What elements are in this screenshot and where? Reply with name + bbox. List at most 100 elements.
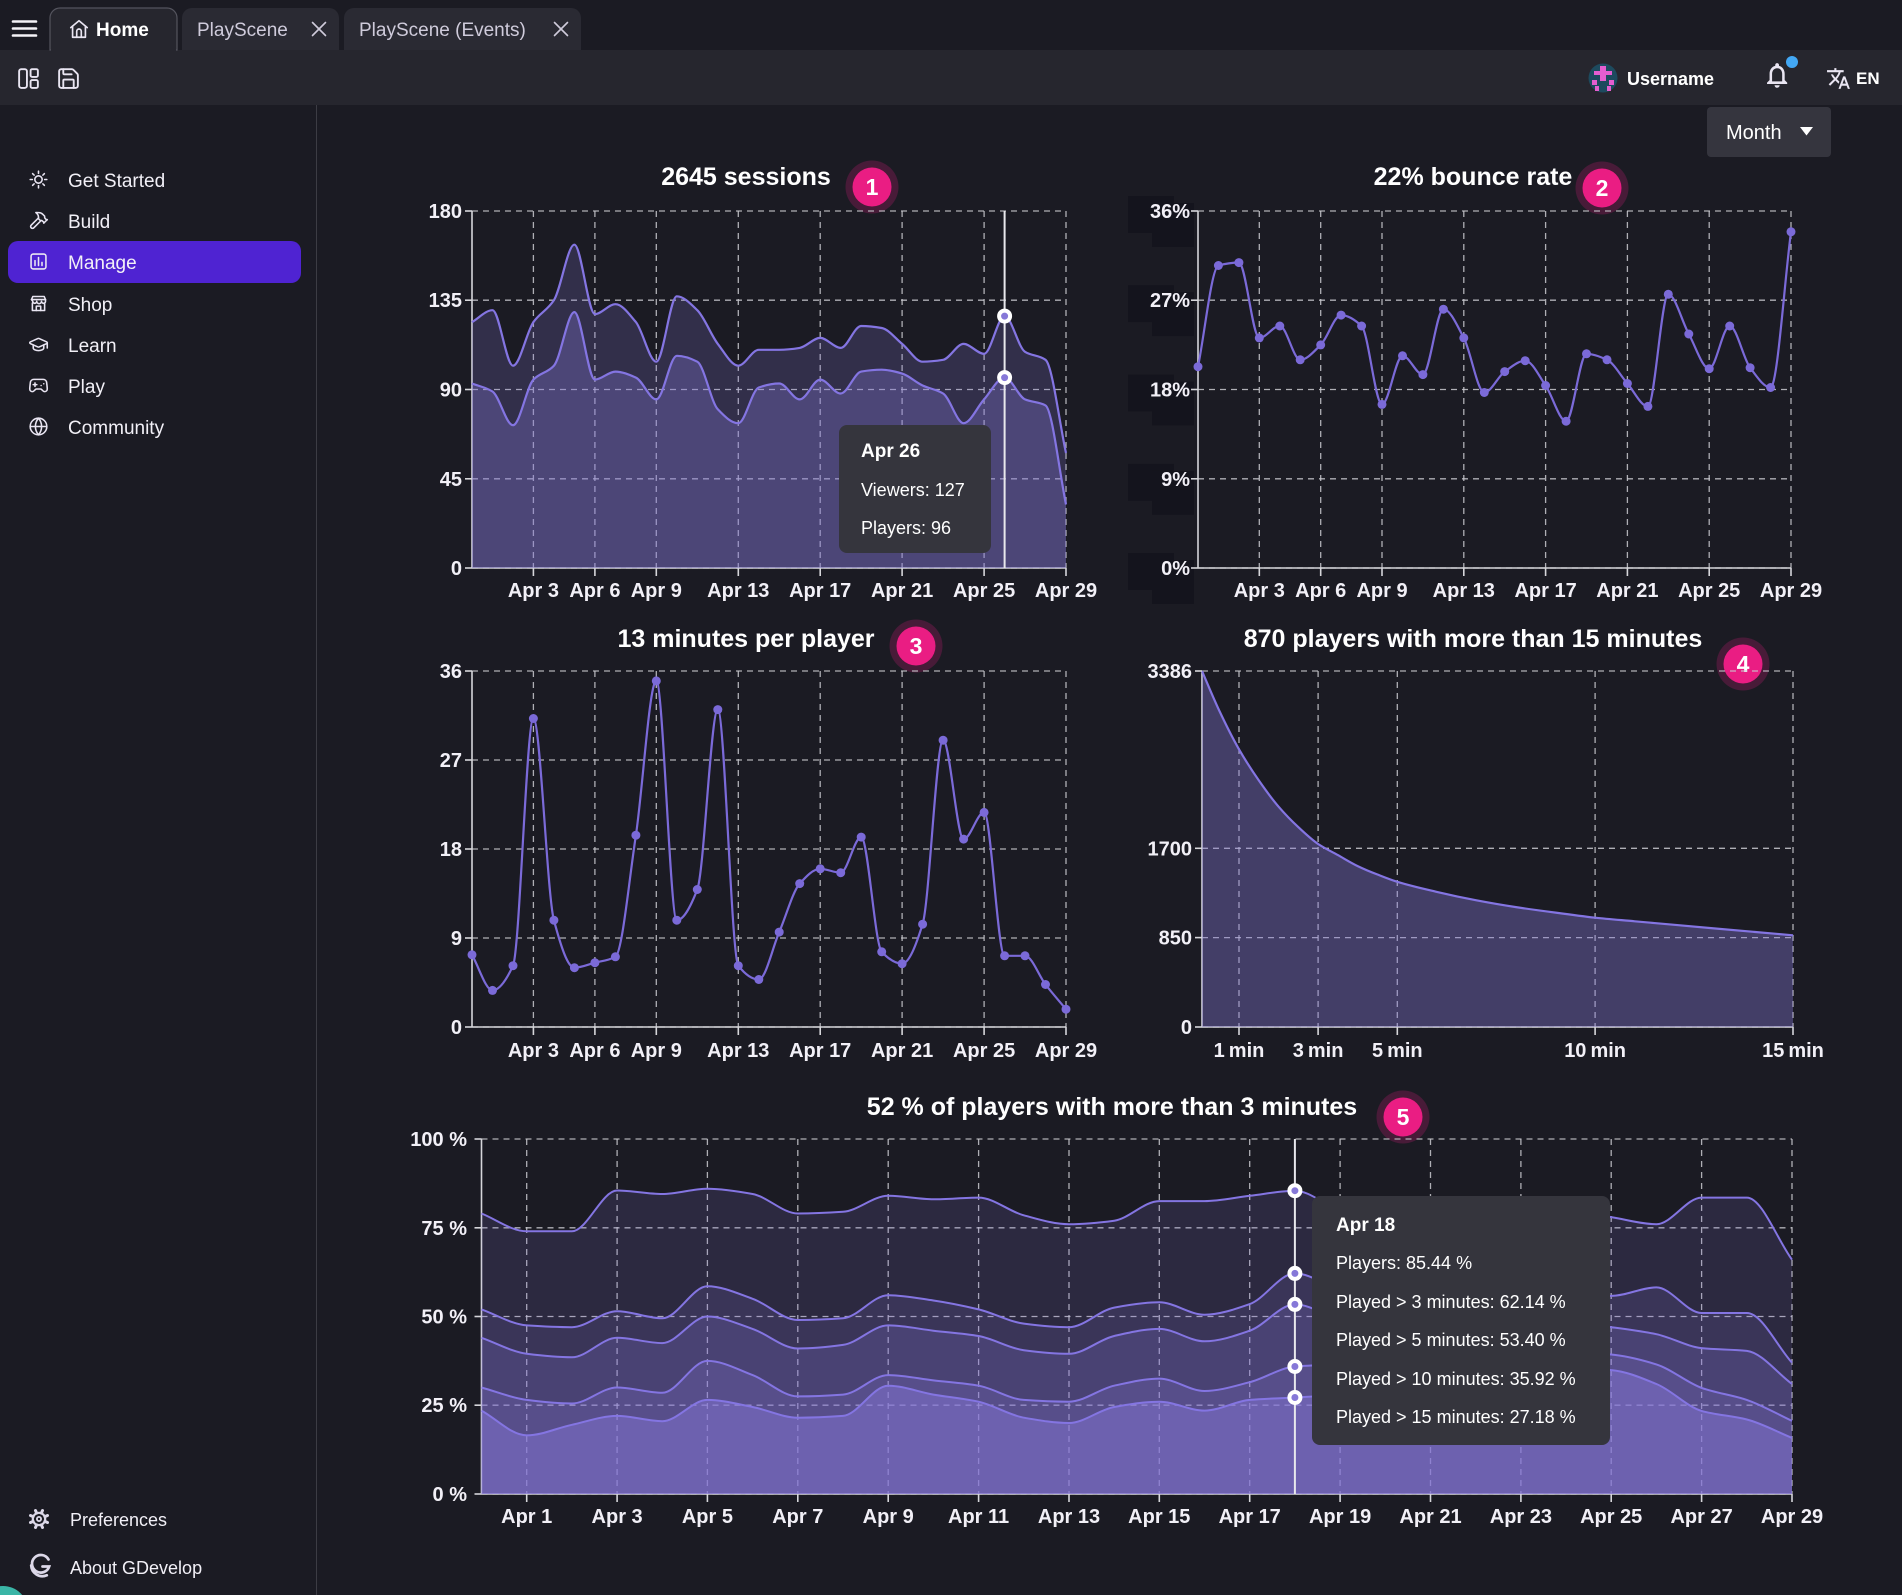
svg-text:Home: Home [96,20,149,41]
svg-text:Apr 21: Apr 21 [871,1040,933,1062]
svg-text:180: 180 [429,201,462,223]
svg-text:Apr 29: Apr 29 [1035,580,1097,602]
svg-text:Apr 13: Apr 13 [707,1040,769,1062]
svg-text:0: 0 [451,1017,462,1039]
svg-text:Apr 11: Apr 11 [948,1506,1009,1528]
svg-text:Apr 13: Apr 13 [1433,580,1495,602]
svg-text:Apr 19: Apr 19 [1309,1506,1371,1528]
svg-text:Build: Build [68,212,110,233]
svg-text:Play: Play [68,377,105,398]
svg-text:Played > 10 minutes: 35.92 %: Played > 10 minutes: 35.92 % [1336,1369,1576,1389]
svg-text:90: 90 [440,380,462,402]
svg-text:Apr 6: Apr 6 [569,1040,620,1062]
svg-text:Apr 29: Apr 29 [1761,1506,1823,1528]
svg-text:Apr 3: Apr 3 [1234,580,1285,602]
svg-text:Month: Month [1726,122,1782,144]
svg-text:3386: 3386 [1148,661,1193,683]
svg-text:5 min: 5 min [1372,1040,1423,1062]
svg-text:Apr 17: Apr 17 [1219,1506,1281,1528]
svg-text:Learn: Learn [68,336,117,357]
svg-text:Apr 9: Apr 9 [1356,580,1407,602]
svg-text:9%: 9% [1161,469,1190,491]
svg-text:Apr 7: Apr 7 [772,1506,823,1528]
svg-text:0: 0 [451,558,462,580]
svg-text:Apr 21: Apr 21 [1596,580,1658,602]
svg-text:3 min: 3 min [1293,1040,1344,1062]
svg-text:27%: 27% [1150,290,1190,312]
svg-text:Apr 13: Apr 13 [1038,1506,1100,1528]
svg-text:100 %: 100 % [410,1129,467,1151]
svg-text:Apr 29: Apr 29 [1760,580,1822,602]
svg-text:Shop: Shop [68,295,112,316]
svg-text:Apr 21: Apr 21 [871,580,933,602]
svg-text:Apr 17: Apr 17 [1514,580,1576,602]
svg-text:Apr 21: Apr 21 [1399,1506,1461,1528]
svg-text:Viewers: 127: Viewers: 127 [861,480,965,500]
svg-text:Apr 6: Apr 6 [569,580,620,602]
svg-text:1 min: 1 min [1214,1040,1265,1062]
svg-text:Manage: Manage [68,253,137,274]
svg-text:Played > 15 minutes: 27.18 %: Played > 15 minutes: 27.18 % [1336,1407,1576,1427]
svg-text:18: 18 [440,839,462,861]
svg-text:Apr 23: Apr 23 [1490,1506,1552,1528]
svg-text:4: 4 [1737,651,1750,677]
svg-text:1: 1 [866,174,879,200]
svg-text:Apr 27: Apr 27 [1670,1506,1732,1528]
svg-text:10 min: 10 min [1564,1040,1626,1062]
svg-text:15 min: 15 min [1762,1040,1824,1062]
svg-text:Apr 15: Apr 15 [1128,1506,1190,1528]
svg-text:2: 2 [1596,175,1609,201]
svg-text:EN: EN [1856,69,1880,88]
svg-text:5: 5 [1397,1104,1410,1130]
svg-text:Apr 5: Apr 5 [682,1506,733,1528]
svg-text:52 % of players with more than: 52 % of players with more than 3 minutes [867,1093,1357,1121]
svg-text:Apr 3: Apr 3 [508,1040,559,1062]
svg-text:Apr 25: Apr 25 [953,1040,1015,1062]
svg-text:13 minutes per player: 13 minutes per player [617,625,874,653]
svg-text:50 %: 50 % [421,1307,467,1329]
svg-text:Apr 3: Apr 3 [592,1506,643,1528]
svg-text:About GDevelop: About GDevelop [70,1558,202,1578]
svg-text:36%: 36% [1150,201,1190,223]
svg-text:36: 36 [440,661,462,683]
svg-text:3: 3 [910,633,923,659]
svg-text:Apr 17: Apr 17 [789,580,851,602]
svg-text:870 players with more than 15: 870 players with more than 15 minutes [1244,625,1703,653]
svg-text:Community: Community [68,418,165,439]
svg-text:Apr 18: Apr 18 [1336,1215,1395,1236]
svg-text:0 %: 0 % [433,1484,468,1506]
svg-text:Apr 6: Apr 6 [1295,580,1346,602]
svg-text:PlayScene (Events): PlayScene (Events) [359,20,526,41]
svg-text:Apr 25: Apr 25 [1678,580,1740,602]
svg-text:850: 850 [1159,928,1192,950]
svg-text:Apr 13: Apr 13 [707,580,769,602]
svg-text:Apr 9: Apr 9 [631,1040,682,1062]
svg-text:Apr 29: Apr 29 [1035,1040,1097,1062]
svg-text:Players: 85.44 %: Players: 85.44 % [1336,1253,1472,1273]
svg-text:Apr 25: Apr 25 [1580,1506,1642,1528]
svg-text:27: 27 [440,750,462,772]
svg-text:Apr 25: Apr 25 [953,580,1015,602]
svg-text:1700: 1700 [1148,838,1193,860]
svg-text:135: 135 [429,290,462,312]
svg-text:2645 sessions: 2645 sessions [661,163,831,191]
svg-text:Preferences: Preferences [70,1510,167,1530]
svg-text:0: 0 [1181,1017,1192,1039]
svg-text:Apr 3: Apr 3 [508,580,559,602]
svg-text:Apr 9: Apr 9 [631,580,682,602]
svg-text:Played > 3 minutes: 62.14 %: Played > 3 minutes: 62.14 % [1336,1292,1566,1312]
svg-text:22% bounce rate: 22% bounce rate [1374,163,1573,191]
svg-text:Played > 5 minutes: 53.40 %: Played > 5 minutes: 53.40 % [1336,1330,1566,1350]
svg-text:25 %: 25 % [421,1395,467,1417]
svg-text:Players: 96: Players: 96 [861,518,951,538]
svg-text:45: 45 [440,469,462,491]
svg-text:Apr 9: Apr 9 [863,1506,914,1528]
svg-text:18%: 18% [1150,380,1190,402]
svg-text:Username: Username [1627,69,1714,89]
svg-text:Apr 26: Apr 26 [861,441,920,462]
svg-text:PlayScene: PlayScene [197,20,288,41]
svg-text:9: 9 [451,928,462,950]
svg-text:Get Started: Get Started [68,171,165,192]
svg-text:0%: 0% [1161,558,1190,580]
svg-text:75 %: 75 % [421,1218,467,1240]
